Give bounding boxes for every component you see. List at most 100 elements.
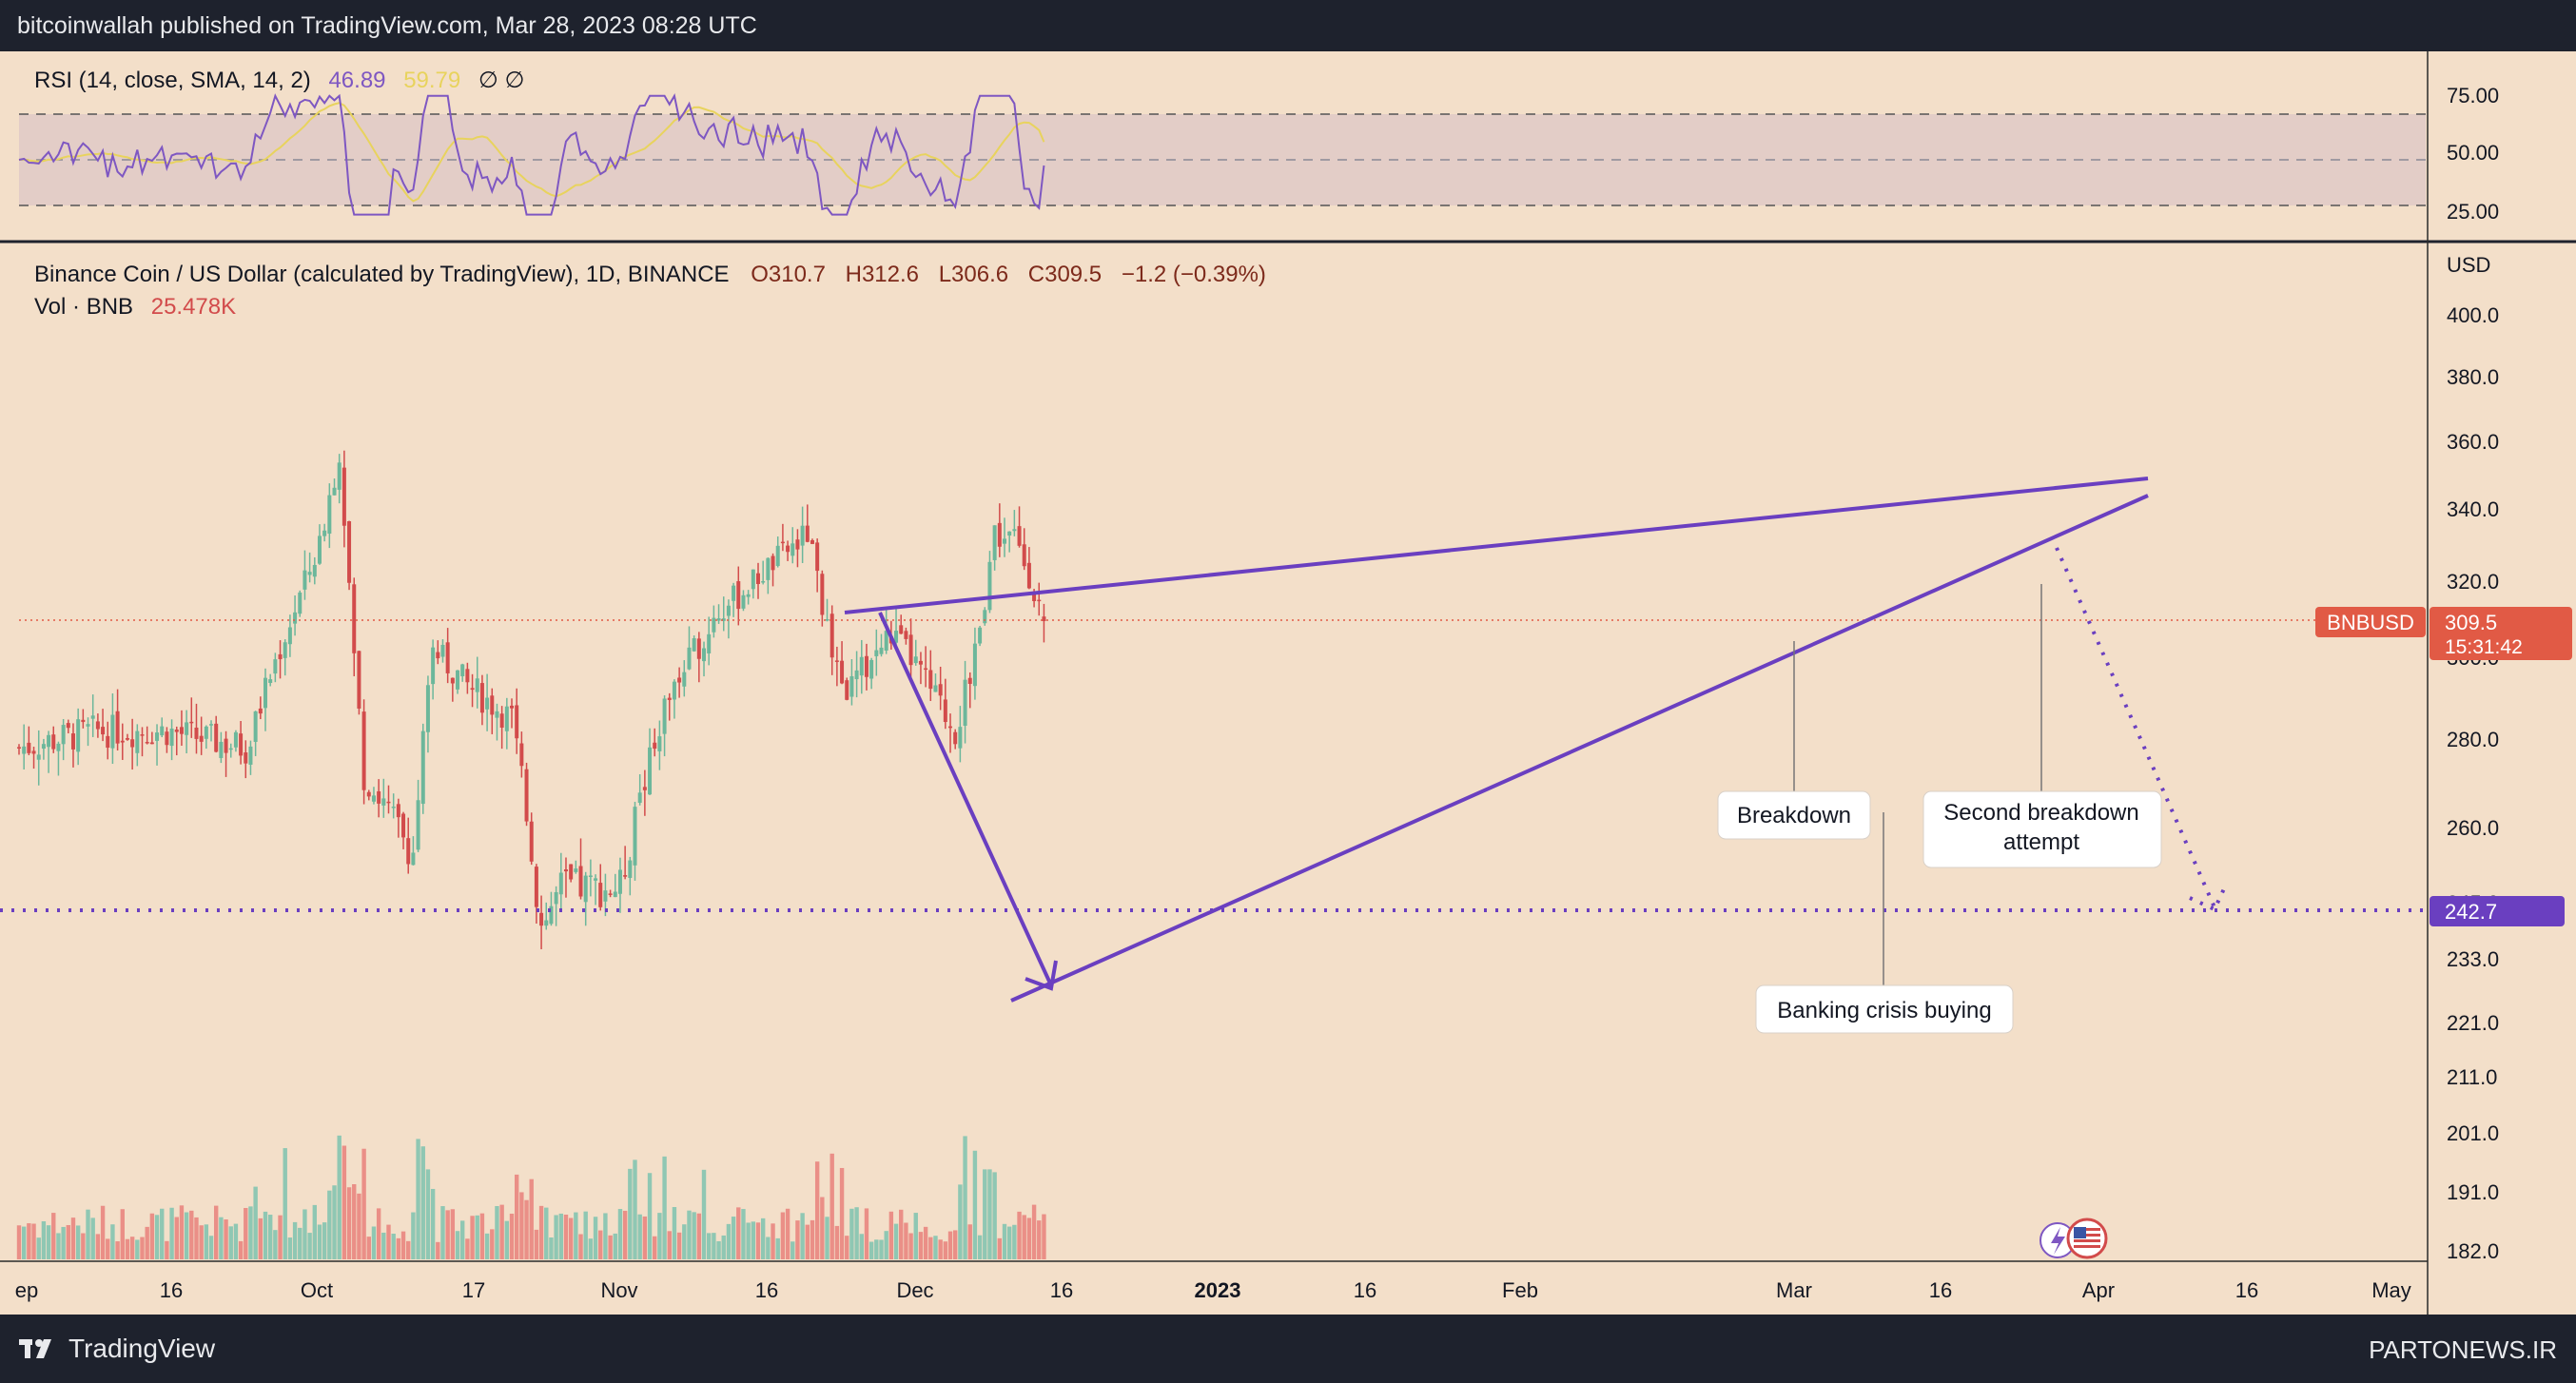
candle (460, 664, 465, 676)
candle (361, 711, 366, 790)
volume-bar (514, 1174, 519, 1259)
svg-text:Vol · BNB 25.478K: Vol · BNB 25.478K (34, 294, 236, 320)
volume-bar (440, 1206, 445, 1259)
price-axis-label: 260.0 (2447, 816, 2499, 840)
candle (36, 754, 41, 760)
volume-bar (248, 1206, 253, 1259)
candle (524, 769, 529, 822)
candle (992, 525, 997, 560)
volume-bar (169, 1207, 174, 1259)
candle (928, 670, 933, 690)
volume-bar (814, 1161, 820, 1259)
candle (342, 467, 346, 526)
second-breakdown-callout[interactable]: Second breakdown attempt (1922, 790, 2162, 868)
chart-area[interactable]: Breakdown Second breakdown attempt Banki… (0, 51, 2576, 1315)
volume-bar (27, 1223, 31, 1259)
volume-bar (583, 1211, 588, 1259)
price-axis-label: 400.0 (2447, 303, 2499, 327)
rsi-legend-value: 46.89 (328, 68, 385, 93)
volume-bar (519, 1192, 524, 1259)
volume-bar (741, 1209, 746, 1259)
tradingview-brand: TradingView (68, 1334, 216, 1363)
volume-bar (692, 1212, 696, 1259)
candle (721, 618, 726, 621)
rsi-axis-label: 25.00 (2447, 200, 2499, 224)
volume-bar (411, 1212, 416, 1259)
candle (761, 581, 766, 583)
volume-bar (721, 1235, 726, 1259)
candle (475, 678, 479, 692)
vol-value: 25.478K (151, 294, 236, 320)
candle (864, 655, 868, 677)
candle (967, 677, 972, 684)
volume-bar (436, 1241, 440, 1259)
target-projection-arrow (2055, 547, 2228, 912)
volume-bar (622, 1210, 628, 1259)
candle (431, 647, 436, 685)
volume-bar (470, 1216, 475, 1259)
published-text: bitcoinwallah published on TradingView.c… (17, 12, 757, 39)
second-breakdown-line2: attempt (2003, 829, 2079, 855)
volume-bar (273, 1230, 278, 1259)
volume-bar (983, 1169, 987, 1259)
candle (263, 677, 267, 709)
price-axis-label: 340.0 (2447, 497, 2499, 521)
time-axis-label: 17 (462, 1278, 485, 1302)
chart-background (0, 51, 2576, 1315)
symbol-tag[interactable]: BNBUSD (2315, 607, 2426, 637)
volume-bar (943, 1241, 948, 1259)
volume-bar (568, 1217, 574, 1259)
volume-bar (140, 1237, 145, 1259)
candle (445, 642, 450, 673)
volume-bar (479, 1213, 485, 1259)
candle (120, 740, 125, 743)
volume-bar (687, 1210, 692, 1259)
candle (95, 721, 100, 730)
candle (371, 795, 376, 802)
candle (17, 747, 21, 749)
candle (101, 727, 106, 735)
candle (716, 618, 721, 621)
volume-bar (1006, 1226, 1012, 1259)
candle (185, 722, 189, 735)
candle (140, 734, 145, 736)
time-axis-label: Apr (2082, 1278, 2115, 1302)
candle (569, 864, 574, 880)
event-icons[interactable] (2039, 1217, 2108, 1259)
volume-bar (868, 1241, 874, 1259)
volume-bar (893, 1223, 899, 1259)
candle (780, 541, 785, 544)
candle (253, 711, 258, 742)
volume-bar (845, 1236, 849, 1259)
candle (712, 617, 716, 633)
candle (736, 581, 741, 610)
volume-bar (233, 1223, 239, 1259)
candle (771, 555, 775, 571)
tradingview-logo-icon (19, 1339, 51, 1358)
price-axis-label: 380.0 (2447, 365, 2499, 389)
legend-change: −1.2 (−0.39%) (1122, 262, 1266, 287)
decline-arrow (878, 612, 1058, 991)
volume-bar (278, 1215, 283, 1259)
volume-bar (825, 1217, 829, 1259)
tradingview-logo[interactable]: TradingView (19, 1332, 215, 1366)
candle (228, 748, 233, 750)
candle (1022, 544, 1026, 567)
volume-bar (322, 1222, 327, 1259)
time-axis-label: Oct (301, 1278, 333, 1302)
volume-bar (41, 1220, 47, 1259)
volume-bar (899, 1209, 904, 1259)
volume-bar (751, 1221, 756, 1259)
candle (56, 743, 61, 751)
volume-bar (445, 1210, 450, 1259)
banking-callout[interactable]: Banking crisis buying (1755, 984, 2014, 1034)
candle (529, 821, 534, 862)
volume-bar (820, 1197, 825, 1259)
breakdown-callout[interactable]: Breakdown (1717, 790, 1871, 840)
candle (391, 807, 396, 808)
candle (90, 715, 95, 719)
volume-bar (337, 1135, 342, 1259)
volume-bar (396, 1237, 401, 1259)
volume-bar (923, 1226, 928, 1259)
volume-bar (642, 1216, 648, 1259)
